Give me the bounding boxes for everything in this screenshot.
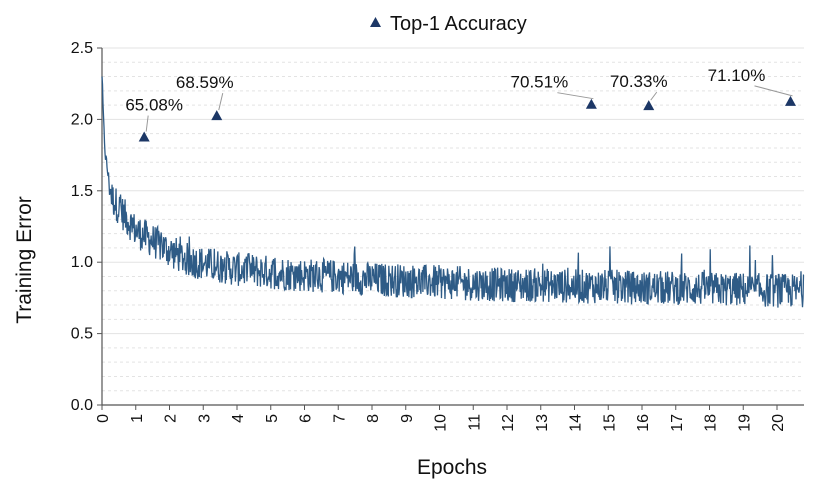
axes	[97, 47, 804, 410]
accuracy-data-label: 68.59%	[176, 73, 234, 92]
annotation-leader-line	[557, 92, 594, 100]
accuracy-data-label: 70.33%	[610, 72, 668, 91]
accuracy-data-label: 71.10%	[708, 66, 766, 85]
x-tick-label: 7	[331, 414, 348, 423]
x-tick-label: 16	[635, 414, 652, 432]
x-tick-label: 2	[163, 414, 180, 423]
x-tick-label: 0	[95, 414, 112, 423]
y-tick-label: 0.5	[71, 326, 93, 343]
y-tick-label: 1.5	[71, 183, 93, 200]
x-tick-label: 3	[196, 414, 213, 423]
x-tick-label: 18	[703, 414, 720, 432]
legend-triangle-icon	[370, 17, 381, 27]
x-tick-label: 11	[466, 414, 483, 431]
x-tick-label: 19	[736, 414, 753, 432]
annotation-leader-line	[145, 115, 149, 132]
y-axis-title: Training Error	[13, 196, 36, 324]
accuracy-data-label: 65.08%	[125, 96, 183, 115]
x-tick-label: 17	[669, 414, 686, 432]
training-error-line	[101, 76, 805, 308]
accuracy-marker	[585, 98, 597, 109]
y-tick-label: 2.0	[71, 111, 93, 128]
y-tick-label: 0.0	[71, 397, 93, 414]
x-tick-label: 8	[365, 414, 382, 423]
accuracy-markers: 65.08% 68.59% 70.51% 70.33% 71.10%	[125, 66, 796, 142]
x-tick-label: 9	[399, 414, 416, 423]
x-tick-label: 15	[601, 414, 618, 432]
y-tick-labels: 0.0 0.5 1.0 1.5 2.0 2.5	[71, 40, 93, 414]
x-tick-label: 20	[770, 414, 787, 432]
x-axis-title: Epochs	[417, 456, 487, 479]
accuracy-marker	[785, 95, 796, 106]
x-tick-label: 12	[500, 414, 517, 432]
annotation-leader-line	[650, 91, 658, 101]
legend-label: Top-1 Accuracy	[390, 13, 527, 35]
accuracy-marker	[643, 100, 655, 111]
legend: Top-1 Accuracy	[370, 13, 527, 35]
accuracy-marker	[211, 110, 223, 121]
x-tick-label: 1	[129, 414, 146, 423]
grid-lines	[102, 47, 804, 392]
x-tick-label: 5	[264, 414, 281, 423]
accuracy-marker	[138, 131, 150, 142]
x-tick-label: 13	[534, 414, 551, 432]
x-tick-label: 10	[433, 414, 450, 432]
annotation-leader-line	[218, 93, 224, 111]
y-tick-label: 2.5	[71, 40, 93, 57]
accuracy-data-label: 70.51%	[511, 73, 569, 92]
x-tick-label: 14	[568, 414, 585, 432]
x-tick-label: 6	[298, 414, 315, 423]
x-tick-label: 4	[230, 414, 247, 423]
annotation-leader-line	[754, 85, 793, 97]
x-tick-labels: 0 1 2 3 4 5 6 7 8 9 10 11 12 13 14 15 16 17 18 19 20	[95, 414, 787, 432]
y-tick-label: 1.0	[71, 254, 93, 271]
